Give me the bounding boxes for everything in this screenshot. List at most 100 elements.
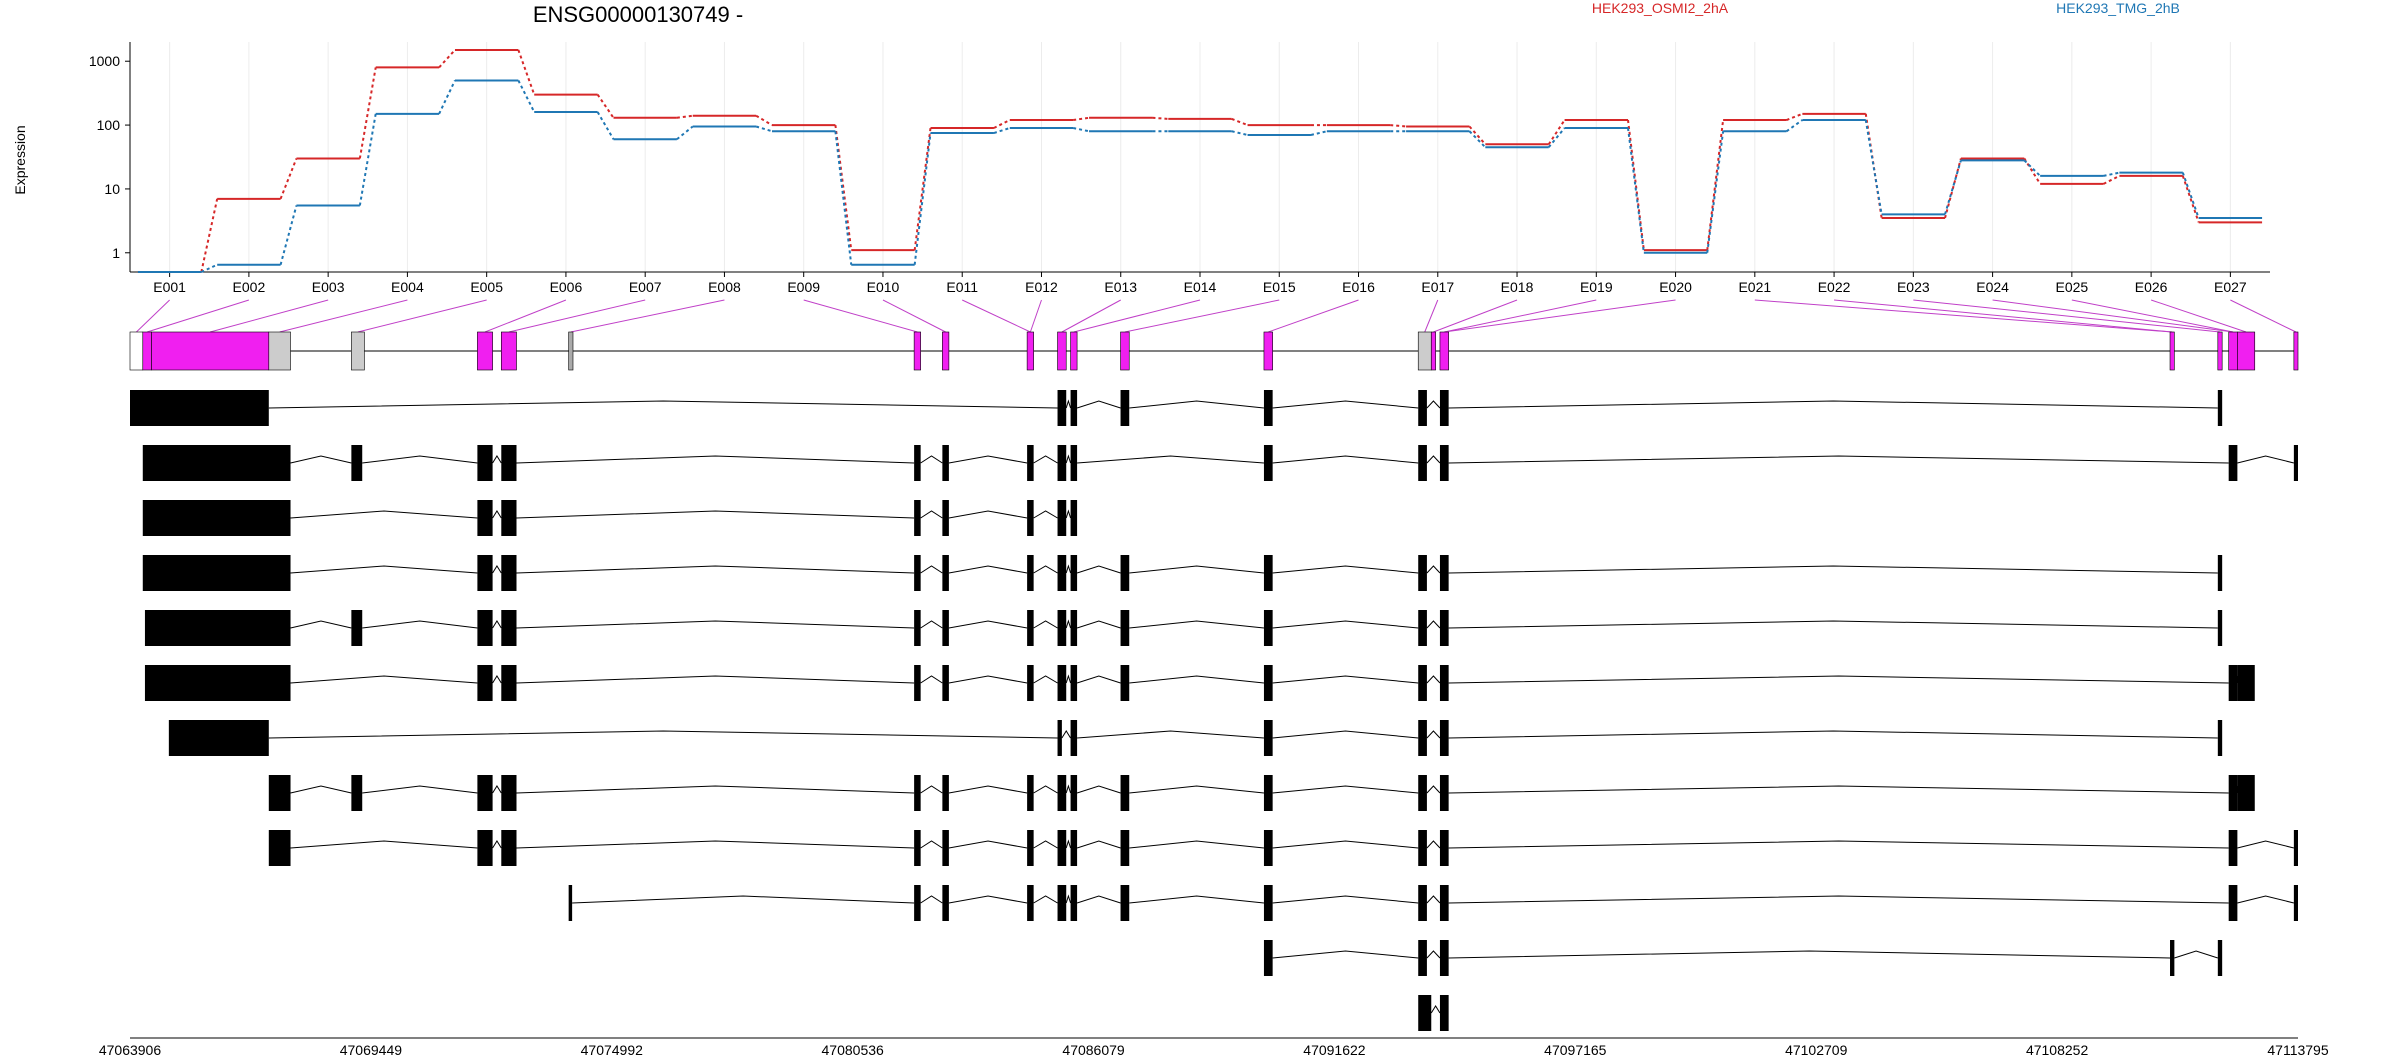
genomic-tick-label: 47091622 [1303,1042,1366,1058]
legend-entry-osmi2: HEK293_OSMI2_2hA [1592,0,1729,16]
transcript-exon [1263,390,1273,426]
transcript-intron [268,400,1058,409]
transcript-exon [2217,390,2223,426]
transcript-intron [1272,620,1419,629]
transcript-exon [1070,555,1078,591]
transcript-exon [1418,555,1427,591]
exon-link-line [1433,299,1518,333]
exon-link-line [146,299,250,333]
transcript-exon [1120,885,1130,921]
exon-link-line [484,299,567,333]
grid-lines [169,42,2231,272]
transcript-intron [492,620,502,629]
series-connector [993,127,1011,135]
transcript-intron [920,565,943,574]
gene-model-exon [1057,331,1067,371]
transcript-intron [1065,454,1072,464]
exon-link-line [1268,299,1359,333]
transcript-intron [948,895,1028,904]
series-connector [1627,119,1645,251]
transcript-exon [1027,500,1034,536]
transcript-exon [1439,940,1449,976]
transcript-exon [1057,445,1067,481]
transcript-exon [351,610,363,646]
transcript-exon [1418,940,1427,976]
genomic-tick-label: 47113795 [2267,1042,2328,1058]
transcript-intron [920,840,943,849]
transcript-exon [501,500,517,536]
series-connector [1310,130,1328,136]
gene-model-exon [1070,331,1078,371]
transcript-intron [1272,950,1419,959]
transcript-exon [2237,775,2255,811]
transcript-exon [1070,720,1078,756]
series-lines [137,48,2263,273]
transcript-intron [948,510,1028,519]
x-tick-label: E001 [153,279,186,295]
gene-model-exon [1026,331,1034,371]
exon-link-line [279,299,408,333]
x-tick-label: E004 [391,279,424,295]
gene-model-exon [268,331,291,371]
transcript-intron [1426,620,1441,629]
x-tick-label: E016 [1342,279,1375,295]
genomic-tick-label: 47086079 [1062,1042,1125,1058]
gene-model-exon [1417,331,1432,371]
transcript-intron [1129,785,1265,794]
transcript-exon [1439,665,1449,701]
transcript-intron [1272,400,1419,409]
series-connector [2103,174,2120,185]
x-tick-label: E014 [1184,279,1217,295]
transcript-intron [1272,675,1419,684]
transcript-intron [1426,950,1441,959]
transcript-intron [1065,839,1072,849]
series-connector [1627,127,1645,253]
transcript-exon [1027,665,1034,701]
gene-model [129,331,2299,371]
transcript-exon [477,830,493,866]
transcript-exon [501,555,517,591]
x-tick-label: E025 [2056,279,2089,295]
exon-link-line [1913,299,2221,333]
exon-link-line [962,299,1031,333]
transcript-intron [1033,510,1058,519]
exon-link-line [1992,299,2234,333]
transcript-exon [268,775,291,811]
transcript-intron [1129,675,1265,684]
series-connector [993,119,1011,129]
transcript-intron [1076,565,1121,574]
series-connector [755,114,773,126]
transcript-intron [1272,840,1419,849]
exon-link-line [2150,299,2247,333]
gene-model-exon [2237,331,2256,371]
series-connector [438,49,456,69]
transcript-exon [1027,445,1034,481]
transcript-intron [1426,565,1441,574]
series-connector [834,131,853,265]
transcript-exon [1120,555,1130,591]
series-connector [279,205,298,265]
exon-link-line [1444,299,1676,333]
exon-link-line [570,299,725,333]
transcript-intron [1426,675,1441,684]
transcript-exon [1070,445,1078,481]
transcript-intron [362,620,478,629]
x-tick-label: E017 [1421,279,1454,295]
transcript-intron [920,455,943,464]
transcript-exon [1027,830,1034,866]
transcript-exon [1418,775,1427,811]
transcript-intron [1065,619,1072,629]
transcript-intron [1448,400,2218,409]
exon-link-line [1444,299,1597,333]
transcript-intron [1426,455,1441,464]
genomic-tick-label: 47063906 [99,1042,162,1058]
transcript-exon [501,830,517,866]
x-tick-label: E008 [708,279,741,295]
transcript-intron [1448,895,2229,904]
exon-link-line [1834,299,2173,333]
exon-link-line [1029,299,1042,333]
transcript-exon [1439,720,1449,756]
transcript-intron [920,675,943,684]
exon-link-lines [136,299,2297,333]
